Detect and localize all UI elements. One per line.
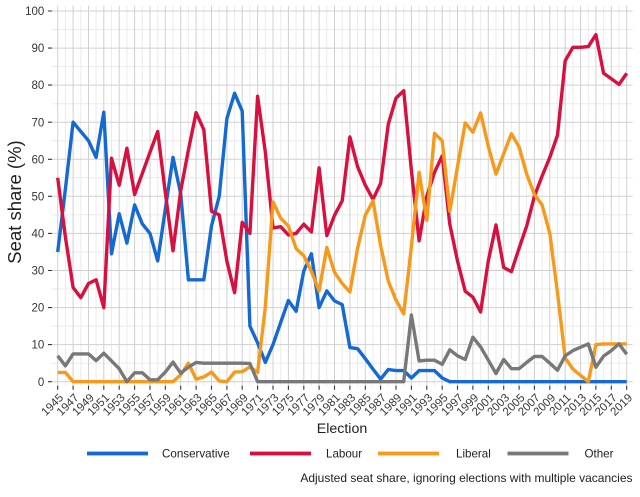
svg-text:Conservative: Conservative: [162, 447, 230, 460]
svg-text:100: 100: [25, 6, 44, 18]
svg-text:Labour: Labour: [326, 447, 362, 460]
svg-text:Election: Election: [317, 421, 367, 437]
svg-text:10: 10: [32, 340, 45, 352]
svg-text:40: 40: [32, 229, 45, 241]
svg-text:30: 30: [32, 266, 45, 278]
svg-text:Seat share (%): Seat share (%): [4, 140, 25, 263]
svg-text:80: 80: [32, 80, 45, 92]
svg-text:Adjusted seat share, ignoring: Adjusted seat share, ignoring elections …: [300, 471, 632, 485]
svg-text:60: 60: [32, 154, 45, 166]
svg-text:20: 20: [32, 303, 45, 315]
svg-text:Liberal: Liberal: [456, 447, 491, 460]
svg-text:50: 50: [32, 191, 45, 203]
svg-text:0: 0: [38, 377, 44, 389]
svg-text:90: 90: [32, 43, 45, 55]
svg-text:70: 70: [32, 117, 45, 129]
svg-text:Other: Other: [585, 447, 614, 460]
